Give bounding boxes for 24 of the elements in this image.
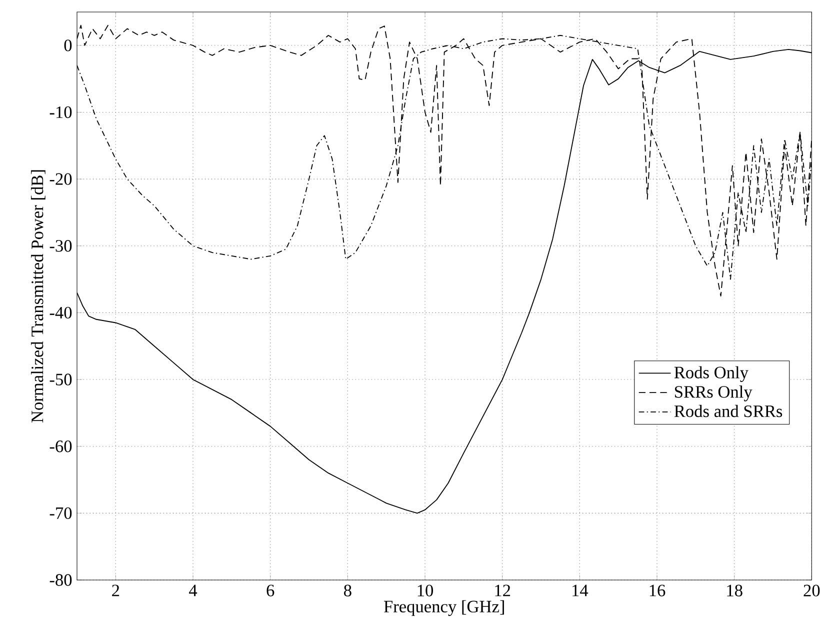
y-tick-label: -50 [50, 374, 72, 386]
y-tick-label: -40 [50, 306, 72, 319]
x-tick-label: 10 [418, 584, 434, 596]
y-tick-label: -60 [50, 440, 72, 452]
y-axis-title: Normalized Transmitted Power [dB] [31, 170, 46, 423]
x-tick-label: 12 [495, 584, 510, 596]
y-tick-label: -80 [50, 574, 72, 586]
x-tick-label: 14 [572, 584, 588, 596]
x-tick-label: 20 [804, 584, 820, 596]
x-tick-label: 6 [266, 584, 274, 596]
x-tick-label: 16 [650, 584, 666, 596]
y-tick-label: 0 [64, 40, 72, 52]
y-tick-label: -20 [50, 173, 72, 185]
y-tick-label: -10 [50, 106, 72, 118]
legend-label: SRRs Only [675, 386, 752, 402]
x-tick-label: 8 [344, 584, 352, 596]
legend-label: Rods Only [674, 366, 748, 382]
x-tick-label: 2 [112, 584, 120, 596]
x-axis-title: Frequency [GHz] [384, 600, 504, 616]
y-tick-label: -30 [50, 240, 72, 252]
legend-label: Rods and SRRs [674, 404, 782, 418]
x-tick-label: 4 [189, 584, 198, 596]
x-tick-label: 18 [727, 584, 742, 596]
y-tick-label: -70 [50, 507, 72, 520]
